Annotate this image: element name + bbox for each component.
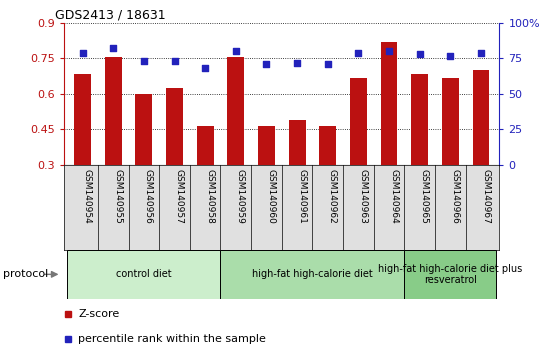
Bar xyxy=(67,250,220,299)
Bar xyxy=(105,57,122,165)
Bar xyxy=(288,120,306,165)
Text: GSM140966: GSM140966 xyxy=(450,169,459,224)
Text: GDS2413 / 18631: GDS2413 / 18631 xyxy=(55,9,166,22)
Point xyxy=(384,48,393,54)
Point xyxy=(78,50,87,56)
Point xyxy=(262,61,271,67)
Point xyxy=(109,46,118,51)
Bar xyxy=(405,250,497,299)
Text: protocol: protocol xyxy=(3,269,48,279)
Text: GSM140959: GSM140959 xyxy=(236,169,245,224)
Bar xyxy=(381,42,397,165)
Text: GSM140958: GSM140958 xyxy=(205,169,214,224)
Text: high-fat high-calorie diet: high-fat high-calorie diet xyxy=(252,269,373,279)
Text: GSM140962: GSM140962 xyxy=(328,169,337,224)
Text: GSM140960: GSM140960 xyxy=(267,169,276,224)
Bar xyxy=(258,126,275,165)
Bar xyxy=(228,57,244,165)
Text: GSM140954: GSM140954 xyxy=(83,169,92,224)
Text: GSM140956: GSM140956 xyxy=(144,169,153,224)
Bar xyxy=(74,74,91,165)
Bar xyxy=(136,94,152,165)
Point xyxy=(477,50,485,56)
Text: Z-score: Z-score xyxy=(78,309,119,320)
Point xyxy=(292,60,301,65)
Bar xyxy=(197,126,214,165)
Point xyxy=(232,48,240,54)
Text: high-fat high-calorie diet plus
resveratrol: high-fat high-calorie diet plus resverat… xyxy=(378,263,522,285)
Text: control diet: control diet xyxy=(116,269,172,279)
Bar xyxy=(350,79,367,165)
Bar xyxy=(411,74,428,165)
Text: GSM140955: GSM140955 xyxy=(113,169,122,224)
Text: GSM140961: GSM140961 xyxy=(297,169,306,224)
Bar xyxy=(442,79,459,165)
Bar xyxy=(319,126,336,165)
Text: percentile rank within the sample: percentile rank within the sample xyxy=(78,333,266,344)
Point xyxy=(323,61,332,67)
Text: GSM140957: GSM140957 xyxy=(175,169,184,224)
Bar xyxy=(220,250,405,299)
Text: GSM140967: GSM140967 xyxy=(481,169,490,224)
Point xyxy=(446,53,455,58)
Point xyxy=(354,50,363,56)
Bar xyxy=(473,70,489,165)
Text: GSM140965: GSM140965 xyxy=(420,169,429,224)
Point xyxy=(415,51,424,57)
Text: GSM140963: GSM140963 xyxy=(358,169,367,224)
Point xyxy=(170,58,179,64)
Bar xyxy=(166,88,183,165)
Point xyxy=(140,58,148,64)
Point xyxy=(201,65,210,71)
Text: GSM140964: GSM140964 xyxy=(389,169,398,224)
